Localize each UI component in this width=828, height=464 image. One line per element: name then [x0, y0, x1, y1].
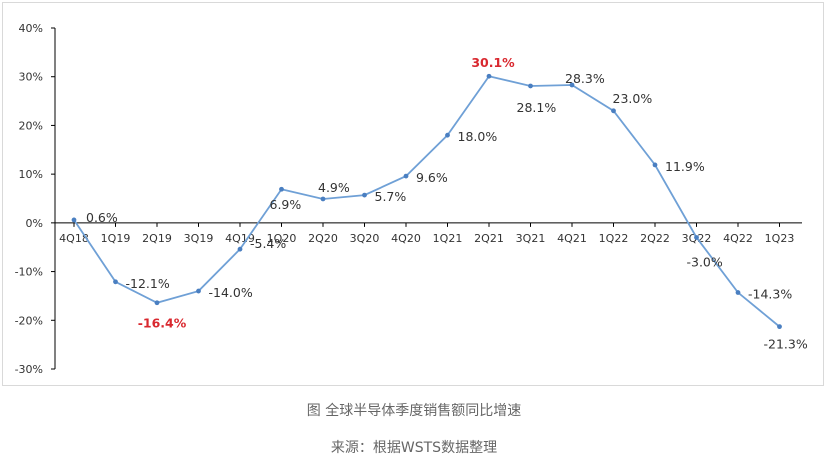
x-tick-label: 2Q19 — [142, 232, 172, 245]
data-label: -14.3% — [748, 287, 792, 302]
data-point — [196, 288, 201, 294]
y-tick-label: 20% — [19, 119, 43, 132]
data-point — [528, 83, 533, 89]
x-tick-label: 2Q21 — [474, 232, 504, 245]
data-label: 0.6% — [86, 210, 118, 225]
y-tick-label: 10% — [19, 168, 43, 181]
data-label: 18.0% — [458, 129, 498, 144]
data-label: 28.3% — [565, 71, 605, 86]
x-tick-label: 4Q22 — [723, 232, 753, 245]
data-point — [777, 324, 782, 330]
figure-caption: 图 全球半导体季度销售额同比增速 — [306, 403, 522, 419]
data-label: 23.0% — [613, 91, 653, 106]
y-tick-label: 30% — [19, 71, 43, 84]
x-tick-label: 3Q21 — [516, 232, 546, 245]
data-label: -3.0% — [687, 254, 723, 269]
data-label: -21.3% — [764, 337, 808, 352]
data-point — [279, 186, 284, 192]
data-label: 28.1% — [517, 100, 557, 115]
data-point — [445, 132, 450, 138]
data-label: 9.6% — [416, 170, 448, 185]
data-point — [694, 235, 699, 240]
y-tick-label: -20% — [15, 314, 43, 327]
data-label: 5.7% — [375, 189, 407, 204]
data-point — [71, 217, 77, 223]
data-point — [320, 196, 326, 202]
x-tick-label: 2Q20 — [308, 232, 338, 245]
line-chart: 40% 30% 20% 10% 0% -10% -20% -30% 4Q18 1Q19 2Q19 3Q… — [15, 22, 808, 376]
x-tick-label: 4Q19 — [225, 232, 255, 245]
data-label: 4.9% — [318, 180, 350, 195]
data-point — [569, 82, 575, 88]
data-point — [403, 173, 409, 179]
y-tick-label: -10% — [15, 266, 43, 279]
data-label: -12.1% — [126, 276, 170, 291]
data-label-highlight: 30.1% — [471, 55, 515, 70]
x-tick-label: 4Q18 — [59, 232, 89, 245]
x-tick-label: 4Q21 — [557, 232, 587, 245]
data-point — [237, 246, 243, 252]
data-point — [113, 279, 118, 285]
data-point — [154, 300, 160, 306]
y-tick-label: 40% — [19, 22, 43, 35]
x-tick-label: 2Q22 — [640, 232, 670, 245]
x-tick-label: 1Q19 — [101, 232, 131, 245]
data-label: 11.9% — [665, 159, 705, 174]
data-point — [611, 108, 616, 114]
data-label: -14.0% — [209, 285, 253, 300]
data-point — [652, 162, 658, 168]
data-point — [735, 290, 741, 295]
x-tick-label: 4Q20 — [391, 232, 421, 245]
x-tick-label: 1Q23 — [765, 232, 795, 245]
x-tick-label: 1Q20 — [267, 232, 297, 245]
series-line — [73, 75, 781, 328]
x-tick-label: 1Q21 — [433, 232, 463, 245]
x-tick-label: 1Q22 — [599, 232, 629, 245]
data-label: 6.9% — [270, 197, 302, 212]
y-tick-label: 0% — [26, 217, 43, 230]
x-tick-label: 3Q20 — [350, 232, 380, 245]
data-point — [486, 73, 492, 79]
source-note: 来源：根据WSTS数据整理 — [330, 440, 498, 456]
data-label-highlight: -16.4% — [138, 316, 187, 331]
data-point — [362, 192, 367, 198]
y-tick-label: -30% — [15, 363, 43, 376]
chart-frame — [2, 2, 824, 386]
x-tick-label: 3Q19 — [184, 232, 214, 245]
data-label: -5.4% — [250, 236, 286, 251]
